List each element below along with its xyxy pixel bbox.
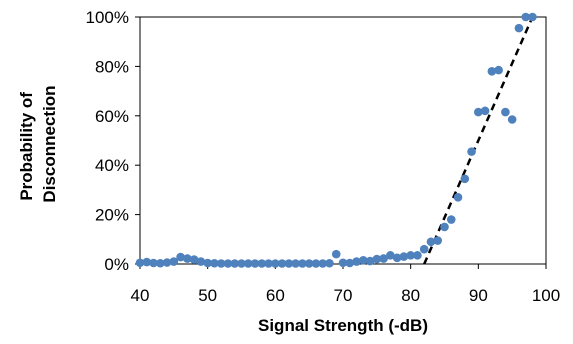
data-point <box>135 258 145 268</box>
y-tick-label: 100% <box>86 8 129 27</box>
data-point <box>169 257 179 266</box>
data-point <box>264 259 273 268</box>
data-point <box>433 236 443 245</box>
data-point <box>460 174 470 184</box>
data-point <box>250 259 260 268</box>
y-tick-label: 20% <box>95 206 129 225</box>
data-point <box>446 215 456 224</box>
trendline-layer <box>423 16 534 265</box>
data-point <box>345 258 355 268</box>
data-point <box>440 222 449 232</box>
data-point <box>399 252 409 261</box>
x-tick-label: 60 <box>266 286 285 305</box>
data-point <box>257 259 267 268</box>
data-point <box>298 259 307 268</box>
data-point <box>243 259 253 268</box>
data-point <box>386 251 395 260</box>
x-axis-ticks: 40 50 60 70 80 90 100 <box>131 264 560 305</box>
data-point <box>156 258 165 268</box>
y-axis-title-line-2: Disconnection <box>40 85 59 202</box>
data-point <box>528 12 537 22</box>
data-point <box>277 259 287 268</box>
data-point <box>480 106 490 116</box>
data-point <box>210 258 219 268</box>
data-point <box>183 254 192 263</box>
data-point <box>203 258 212 268</box>
data-point <box>223 259 233 268</box>
data-point <box>365 256 375 266</box>
x-tick-label: 100 <box>532 286 560 305</box>
data-point <box>379 254 388 263</box>
data-point <box>372 254 382 264</box>
data-points <box>135 12 537 268</box>
y-tick-label: 60% <box>95 107 129 126</box>
data-point <box>474 107 483 117</box>
data-point <box>176 252 185 262</box>
data-point <box>311 259 321 268</box>
x-tick-label: 70 <box>334 286 353 305</box>
data-point <box>487 67 497 76</box>
data-point <box>426 237 436 247</box>
data-point <box>406 251 415 260</box>
data-point <box>352 257 361 266</box>
data-point <box>318 259 328 268</box>
data-point <box>514 23 524 33</box>
data-point <box>237 259 246 268</box>
data-point <box>392 253 402 263</box>
data-point <box>359 255 368 265</box>
data-point <box>507 115 517 124</box>
data-point <box>291 259 300 268</box>
data-point <box>338 258 348 268</box>
data-point <box>189 255 199 264</box>
y-tick-label: 40% <box>95 156 129 175</box>
x-tick-label: 90 <box>469 286 488 305</box>
data-point <box>304 259 314 268</box>
y-tick-label: 80% <box>95 57 129 76</box>
data-point <box>453 193 463 202</box>
data-point <box>230 259 240 268</box>
x-tick-label: 80 <box>401 286 420 305</box>
data-point <box>331 249 341 259</box>
data-point <box>216 259 226 268</box>
data-point <box>501 107 510 117</box>
data-point <box>419 244 429 254</box>
x-tick-label: 40 <box>131 286 150 305</box>
y-axis-ticks: 0% 20% 40% 60% 80% 100% <box>86 8 140 274</box>
y-axis-title-line-1: Probability of <box>17 92 36 201</box>
data-point <box>467 147 476 156</box>
data-point <box>142 257 152 267</box>
trendline <box>423 16 534 265</box>
data-point <box>325 258 334 268</box>
data-point <box>494 65 503 75</box>
data-point <box>196 257 206 266</box>
x-axis-title: Signal Strength (-dB) <box>258 316 428 335</box>
y-tick-label: 0% <box>104 255 129 274</box>
x-tick-label: 50 <box>198 286 217 305</box>
data-point <box>521 12 530 22</box>
data-point <box>413 251 422 260</box>
data-point <box>284 259 294 268</box>
data-point <box>162 258 172 267</box>
data-point <box>271 259 280 268</box>
y-axis-title: Probability of Disconnection <box>17 85 59 202</box>
data-point <box>149 258 158 268</box>
